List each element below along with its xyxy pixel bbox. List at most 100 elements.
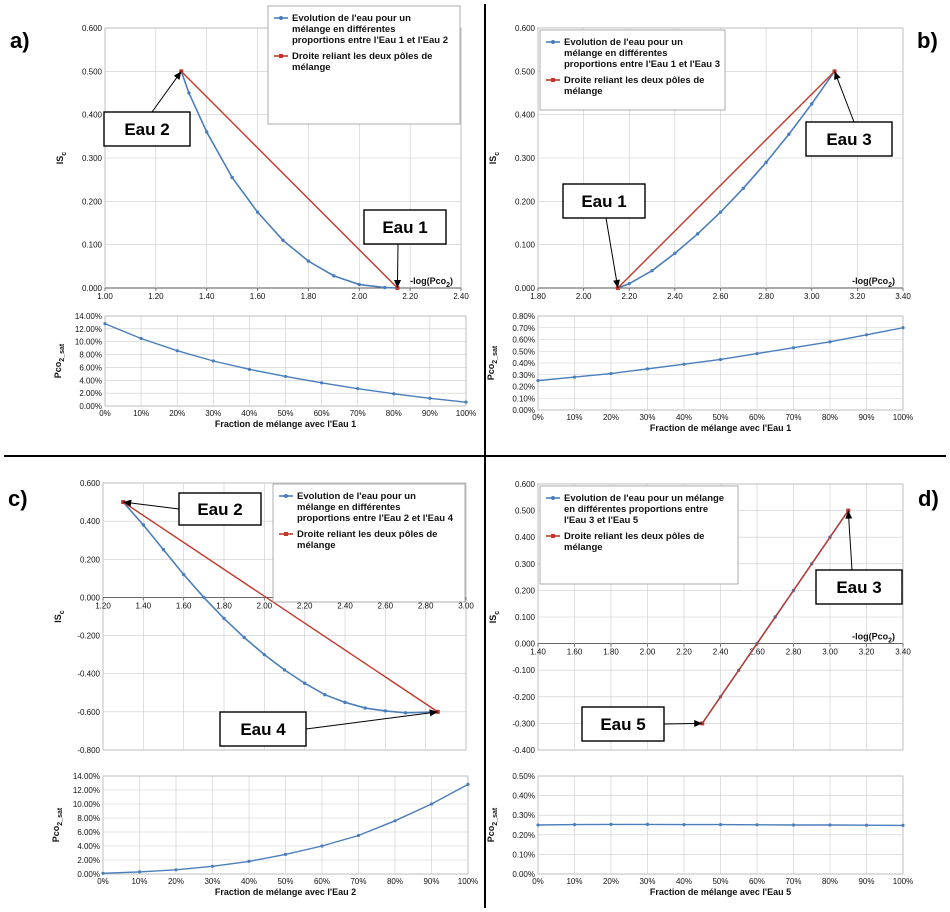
sub-y-tick-label: 0.00% — [512, 406, 535, 415]
y-axis-label-subscript: c — [61, 152, 68, 156]
legend-entry-line: proportions entre l'Eau 1 et l'Eau 2 — [292, 35, 448, 46]
pco2-sat-point — [755, 823, 759, 827]
panel-label: c) — [8, 486, 28, 511]
y-tick-label: 0.000 — [515, 284, 536, 293]
sub-x-tick-label: 80% — [822, 877, 838, 886]
sub-x-tick-label: 100% — [893, 877, 913, 886]
pco2-sat-point — [320, 844, 324, 848]
sub-y-axis-label-subscript: 2_sat — [492, 345, 499, 364]
sub-y-tick-label: 8.00% — [79, 351, 102, 360]
y-tick-label: -0.200 — [77, 632, 100, 641]
y-tick-label: 0.100 — [515, 613, 536, 622]
sub-y-tick-label: 0.30% — [512, 811, 535, 820]
x-tick-label: 2.60 — [378, 601, 394, 610]
chart-panel-1: a) 0.000 0.100 0.200 0.300 0.400 0.500 0.600 1.0… — [10, 5, 476, 429]
straight-line-series — [180, 70, 398, 289]
pco2-sat-point — [864, 823, 869, 827]
sub-x-tick-label: 60% — [314, 877, 330, 886]
sub-y-tick-label: 12.00% — [73, 786, 100, 795]
x-tick-label: 1.40 — [530, 648, 546, 657]
mixing-curve-point — [403, 711, 408, 715]
y-tick-label: 0.400 — [80, 517, 101, 526]
x-tick-label: 3.40 — [895, 292, 911, 301]
y-tick-label: 0.000 — [82, 284, 103, 293]
sub-y-tick-label: 0.70% — [512, 324, 535, 333]
chart-panel-2: b) 0.000 0.100 0.200 0.300 0.400 0.500 0.600 1.8… — [486, 24, 938, 433]
sub-x-tick-label: 0% — [99, 409, 111, 418]
panel-label: d) — [918, 486, 939, 511]
y-tick-label: 0.500 — [515, 67, 536, 76]
legend-entry-line: mélange — [292, 62, 331, 73]
pco2-sat-point — [356, 833, 361, 838]
legend-entry-line: mélange — [564, 542, 603, 553]
x-tick-label: 1.80 — [216, 601, 232, 610]
mixing-curve-point — [242, 635, 246, 640]
x-tick-label: 2.80 — [418, 601, 434, 610]
sub-y-tick-label: 0.00% — [77, 870, 100, 879]
x-tick-label: 3.00 — [458, 601, 474, 610]
y-tick-label: -0.200 — [512, 693, 535, 702]
mixing-curve-point — [650, 268, 654, 273]
pco2-sat-point — [682, 823, 686, 827]
sub-x-tick-label: 50% — [277, 409, 293, 418]
callout-label: Eau 3 — [836, 578, 881, 597]
callout-box — [363, 209, 447, 245]
sub-x-tick-label: 80% — [822, 413, 838, 422]
pco2-sat-point — [718, 357, 723, 362]
sub-x-tick-label: 30% — [205, 409, 221, 418]
straight-line-series — [701, 510, 849, 724]
pco2-sat-point — [718, 823, 723, 827]
legend-swatch-line-marker — [284, 532, 288, 536]
mixing-curve-point — [181, 572, 186, 577]
x-tick-label: 2.40 — [337, 601, 353, 610]
pco2-sat-point — [428, 396, 432, 400]
pco2-sat-point — [283, 374, 288, 379]
sub-x-axis-label: Fraction de mélange avec l'Eau 1 — [650, 423, 791, 433]
pco2-sat-point — [356, 387, 360, 391]
y-tick-label: -0.300 — [512, 719, 535, 728]
callout-label: Eau 1 — [382, 218, 427, 237]
callout-arrow-line — [305, 711, 438, 730]
sub-x-tick-label: 100% — [456, 409, 476, 418]
sub-x-tick-label: 50% — [712, 877, 728, 886]
sub-y-tick-label: 0.20% — [512, 383, 535, 392]
panel-label: b) — [917, 28, 938, 53]
endmember-point — [846, 508, 851, 513]
callout-box — [562, 183, 646, 219]
pco2-sat-point — [101, 871, 105, 875]
sub-x-tick-label: 90% — [858, 877, 874, 886]
callout-arrow-line — [605, 217, 619, 289]
x-axis-label-subscript: 2 — [888, 282, 892, 289]
sub-y-axis-label: Pco2_sat — [53, 343, 66, 378]
y-tick-label: 0.300 — [515, 560, 536, 569]
pco2-sat-point — [247, 859, 251, 864]
x-axis-label-text: -log(Pco — [410, 276, 446, 286]
y-tick-label: 0.500 — [515, 507, 536, 516]
y-tick-label: 0.200 — [80, 555, 101, 564]
callout-arrow-line — [151, 71, 182, 113]
mixing-curve-point — [363, 706, 367, 710]
y-axis-label: ISc — [488, 611, 501, 624]
legend-swatch-curve-marker — [279, 16, 283, 20]
sub-x-tick-label: 50% — [277, 877, 293, 886]
y-tick-label: 0.500 — [82, 67, 103, 76]
pco2-sat-point — [392, 392, 396, 396]
y-axis-label: ISc — [55, 152, 68, 165]
mixing-curve-point — [718, 210, 723, 214]
sub-x-tick-label: 10% — [566, 877, 582, 886]
legend-entry-line: Evolution de l'eau pour un — [564, 37, 683, 48]
callout-box — [103, 111, 191, 147]
mixing-curve-point — [764, 160, 768, 165]
pco2-sat-point — [320, 381, 324, 385]
sub-x-tick-label: 90% — [858, 413, 874, 422]
x-tick-label: 2.00 — [351, 292, 367, 301]
legend-entry-line: Droite reliant les deux pôles de — [564, 531, 704, 542]
y-tick-label: 0.400 — [82, 111, 103, 120]
x-tick-label: 2.20 — [676, 648, 692, 657]
mixing-curve-point — [281, 238, 285, 243]
legend-entry-line: mélange en différentes — [564, 48, 667, 59]
mixing-curve-point — [810, 102, 814, 106]
mixing-curve-point — [673, 251, 677, 256]
mixing-curve-point — [383, 285, 387, 290]
y-tick-label: 0.600 — [515, 24, 536, 33]
